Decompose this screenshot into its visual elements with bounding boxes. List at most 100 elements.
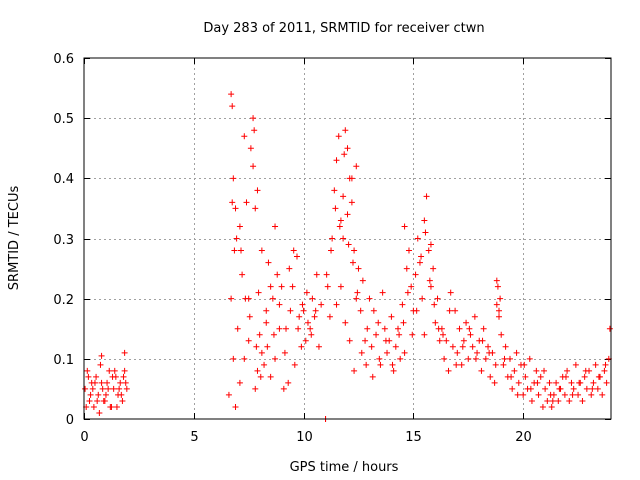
data-point [513, 349, 520, 356]
data-point [454, 349, 461, 356]
data-point [110, 385, 117, 392]
data-point [100, 397, 107, 404]
data-point [467, 331, 474, 338]
data-point [252, 385, 259, 392]
data-point [257, 373, 264, 380]
data-point [99, 385, 106, 392]
data-point [465, 355, 472, 362]
y-tick-labels: 0 0.1 0.2 0.3 0.4 0.5 0.6 [53, 52, 74, 428]
data-point [336, 223, 343, 230]
data-point [427, 241, 434, 248]
data-point [482, 355, 489, 362]
data-point [544, 397, 551, 404]
data-point [304, 319, 311, 326]
data-point [231, 247, 238, 254]
data-point [272, 355, 279, 362]
data-point [87, 391, 94, 398]
data-point [381, 325, 388, 332]
data-point [247, 145, 254, 152]
data-point [527, 385, 534, 392]
data-point [342, 127, 349, 134]
chart-title: Day 283 of 2011, SRMTID for receiver ctw… [203, 21, 484, 36]
data-point [422, 229, 429, 236]
data-point [436, 337, 443, 344]
data-point [589, 385, 596, 392]
data-point [82, 385, 89, 392]
data-point [269, 295, 276, 302]
data-point [485, 343, 492, 350]
data-point [581, 373, 588, 380]
x-tick-labels: 0 5 10 15 20 [80, 430, 531, 445]
data-point [300, 307, 307, 314]
data-point [228, 295, 235, 302]
data-point [333, 157, 340, 164]
data-point [105, 385, 112, 392]
data-point [502, 343, 509, 350]
data-point [401, 349, 408, 356]
data-point [520, 391, 527, 398]
data-point [379, 289, 386, 296]
data-point [553, 379, 560, 386]
data-point [234, 325, 241, 332]
data-point [449, 343, 456, 350]
data-point [98, 352, 105, 359]
data-point [253, 343, 260, 350]
data-point [466, 325, 473, 332]
data-point [225, 391, 232, 398]
data-point [434, 295, 441, 302]
data-point [430, 265, 437, 272]
data-point [97, 361, 104, 368]
data-point [331, 187, 338, 194]
data-point [409, 331, 416, 338]
data-point [349, 259, 356, 266]
data-point [599, 391, 606, 398]
data-point [401, 223, 408, 230]
y-tick-label: 0.6 [53, 52, 74, 67]
tick-marks [84, 58, 611, 420]
data-point [564, 367, 571, 374]
data-point [120, 373, 127, 380]
x-tick-label: 20 [515, 430, 532, 445]
data-point [122, 379, 129, 386]
data-point [254, 367, 261, 374]
data-point [397, 355, 404, 362]
data-point [421, 217, 428, 224]
data-point [93, 373, 100, 380]
data-point [329, 235, 336, 242]
data-point [431, 301, 438, 308]
data-point [539, 403, 546, 410]
data-point [337, 283, 344, 290]
data-point [497, 295, 504, 302]
data-point [239, 271, 246, 278]
data-point [421, 331, 428, 338]
data-point [315, 343, 322, 350]
data-point [413, 307, 420, 314]
data-point [274, 271, 281, 278]
data-point [281, 349, 288, 356]
x-axis-label: GPS time / hours [290, 460, 399, 475]
data-point [588, 391, 595, 398]
data-point [232, 403, 239, 410]
data-point [109, 373, 116, 380]
data-point [95, 391, 102, 398]
data-point [241, 133, 248, 140]
data-point [423, 193, 430, 200]
data-point [562, 373, 569, 380]
data-point [474, 349, 481, 356]
data-point [346, 337, 353, 344]
data-point [452, 307, 459, 314]
data-point [370, 307, 377, 314]
data-point [113, 403, 120, 410]
data-point [400, 319, 407, 326]
data-point [493, 277, 500, 284]
data-point [243, 199, 250, 206]
data-point [501, 355, 508, 362]
data-point [389, 361, 396, 368]
data-point [369, 373, 376, 380]
data-point [90, 403, 97, 410]
data-point [440, 331, 447, 338]
data-point [313, 271, 320, 278]
data-point [102, 391, 109, 398]
data-point [311, 313, 318, 320]
data-point [357, 307, 364, 314]
